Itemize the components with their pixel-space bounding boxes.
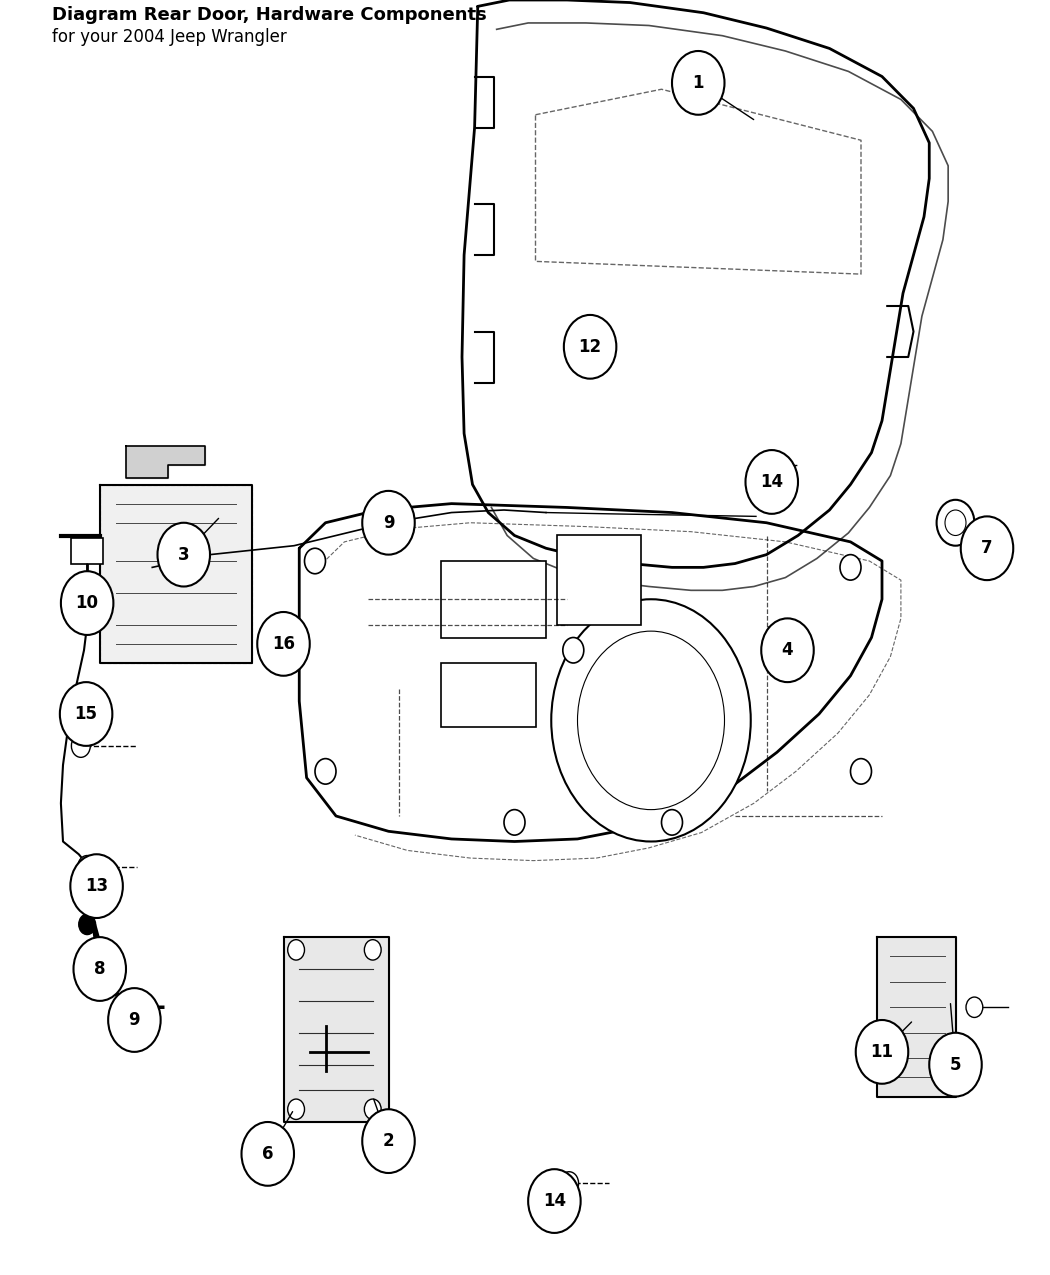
Circle shape (242, 1122, 294, 1186)
Text: 1: 1 (693, 74, 704, 92)
Text: 11: 11 (870, 1043, 894, 1061)
Text: 3: 3 (177, 546, 190, 564)
Circle shape (257, 612, 310, 676)
Circle shape (528, 1169, 581, 1233)
Text: 15: 15 (75, 705, 98, 723)
Circle shape (74, 937, 126, 1001)
Polygon shape (284, 937, 388, 1122)
Circle shape (746, 450, 798, 514)
Text: 12: 12 (579, 338, 602, 356)
Circle shape (856, 1020, 908, 1084)
Circle shape (78, 856, 97, 878)
Text: 4: 4 (781, 641, 794, 659)
Circle shape (564, 315, 616, 379)
Circle shape (61, 571, 113, 635)
Circle shape (840, 555, 861, 580)
Circle shape (70, 854, 123, 918)
Polygon shape (126, 446, 205, 478)
Text: for your 2004 Jeep Wrangler: for your 2004 Jeep Wrangler (52, 28, 288, 46)
Circle shape (945, 510, 966, 536)
Polygon shape (877, 937, 956, 1096)
Circle shape (79, 914, 96, 935)
Circle shape (762, 454, 781, 477)
Circle shape (929, 1033, 982, 1096)
Text: 5: 5 (950, 1056, 961, 1074)
Circle shape (772, 644, 793, 669)
FancyBboxPatch shape (556, 536, 640, 625)
Circle shape (850, 759, 871, 784)
Circle shape (578, 631, 724, 810)
Text: 9: 9 (128, 1011, 141, 1029)
Circle shape (961, 516, 1013, 580)
Text: 16: 16 (272, 635, 295, 653)
Circle shape (563, 638, 584, 663)
Text: 10: 10 (76, 594, 99, 612)
Polygon shape (100, 484, 252, 663)
Circle shape (551, 599, 751, 842)
Circle shape (364, 940, 381, 960)
Text: 7: 7 (981, 539, 993, 557)
Text: 14: 14 (760, 473, 783, 491)
Circle shape (362, 1109, 415, 1173)
Circle shape (288, 1099, 304, 1119)
Circle shape (362, 491, 415, 555)
Circle shape (504, 810, 525, 835)
Text: Diagram Rear Door, Hardware Components: Diagram Rear Door, Hardware Components (52, 6, 487, 24)
Circle shape (158, 523, 210, 586)
FancyBboxPatch shape (441, 663, 536, 727)
Circle shape (662, 810, 682, 835)
Circle shape (304, 548, 326, 574)
Text: 9: 9 (382, 514, 395, 532)
Text: 6: 6 (262, 1145, 273, 1163)
Circle shape (966, 997, 983, 1017)
Text: 13: 13 (85, 877, 108, 895)
Circle shape (71, 734, 90, 757)
Text: 8: 8 (94, 960, 105, 978)
Circle shape (288, 940, 304, 960)
Circle shape (672, 51, 724, 115)
Text: 2: 2 (382, 1132, 395, 1150)
Circle shape (937, 500, 974, 546)
Circle shape (60, 682, 112, 746)
Circle shape (315, 759, 336, 784)
FancyBboxPatch shape (71, 538, 103, 564)
Text: 14: 14 (543, 1192, 566, 1210)
Circle shape (364, 1099, 381, 1119)
Circle shape (108, 988, 161, 1052)
Circle shape (560, 1172, 579, 1195)
Circle shape (761, 618, 814, 682)
FancyBboxPatch shape (441, 561, 546, 638)
